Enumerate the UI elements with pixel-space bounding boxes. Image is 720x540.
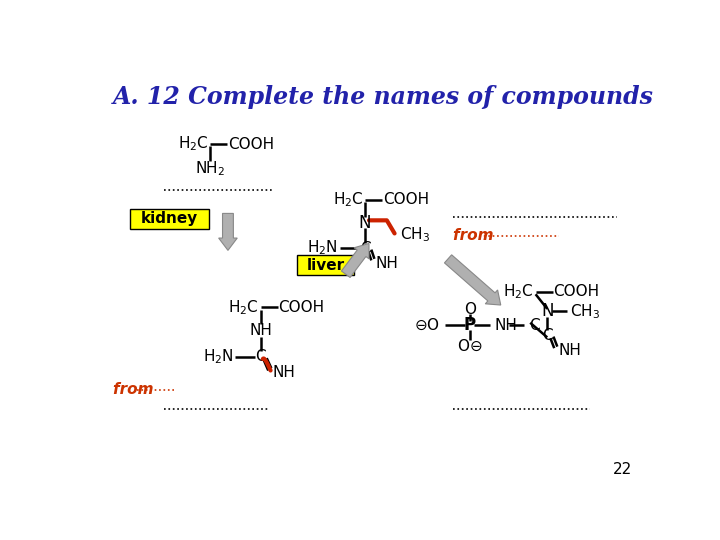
- FancyArrow shape: [341, 244, 369, 278]
- Text: NH: NH: [273, 365, 296, 380]
- Text: NH: NH: [559, 343, 582, 358]
- Text: H$_2$N: H$_2$N: [202, 347, 233, 366]
- Text: H$_2$C: H$_2$C: [178, 135, 209, 153]
- Text: from: from: [453, 228, 498, 243]
- Text: CH$_3$: CH$_3$: [400, 226, 430, 244]
- Text: A. 12 Complete the names of compounds: A. 12 Complete the names of compounds: [113, 85, 654, 109]
- Text: COOH: COOH: [383, 192, 429, 207]
- Text: $\ominus$O: $\ominus$O: [415, 318, 441, 333]
- Text: liver: liver: [307, 258, 345, 273]
- Text: C: C: [542, 328, 552, 342]
- Text: COOH: COOH: [279, 300, 325, 315]
- Text: O: O: [464, 302, 476, 317]
- Text: from: from: [113, 382, 159, 397]
- FancyArrow shape: [219, 213, 238, 251]
- Text: 22: 22: [613, 462, 632, 477]
- FancyBboxPatch shape: [130, 209, 209, 229]
- Text: CH$_3$: CH$_3$: [570, 302, 600, 321]
- Text: O$\ominus$: O$\ominus$: [457, 339, 482, 354]
- Text: COOH: COOH: [554, 285, 600, 300]
- Text: C: C: [528, 318, 539, 333]
- Text: H$_2$C: H$_2$C: [503, 282, 534, 301]
- Text: NH: NH: [495, 318, 518, 333]
- Text: C: C: [360, 240, 370, 255]
- FancyBboxPatch shape: [297, 255, 354, 275]
- FancyArrow shape: [444, 255, 500, 305]
- Text: C: C: [255, 349, 266, 364]
- Text: NH: NH: [249, 323, 272, 338]
- Text: H$_2$C: H$_2$C: [228, 298, 259, 316]
- Text: N: N: [359, 214, 372, 232]
- Text: NH: NH: [376, 256, 399, 271]
- Text: COOH: COOH: [228, 137, 274, 152]
- Text: NH$_2$: NH$_2$: [195, 159, 225, 178]
- Text: kidney: kidney: [140, 211, 198, 226]
- Text: P: P: [464, 316, 476, 334]
- Text: H$_2$C: H$_2$C: [333, 190, 364, 209]
- Text: H$_2$N: H$_2$N: [307, 239, 338, 258]
- Text: N: N: [541, 302, 554, 320]
